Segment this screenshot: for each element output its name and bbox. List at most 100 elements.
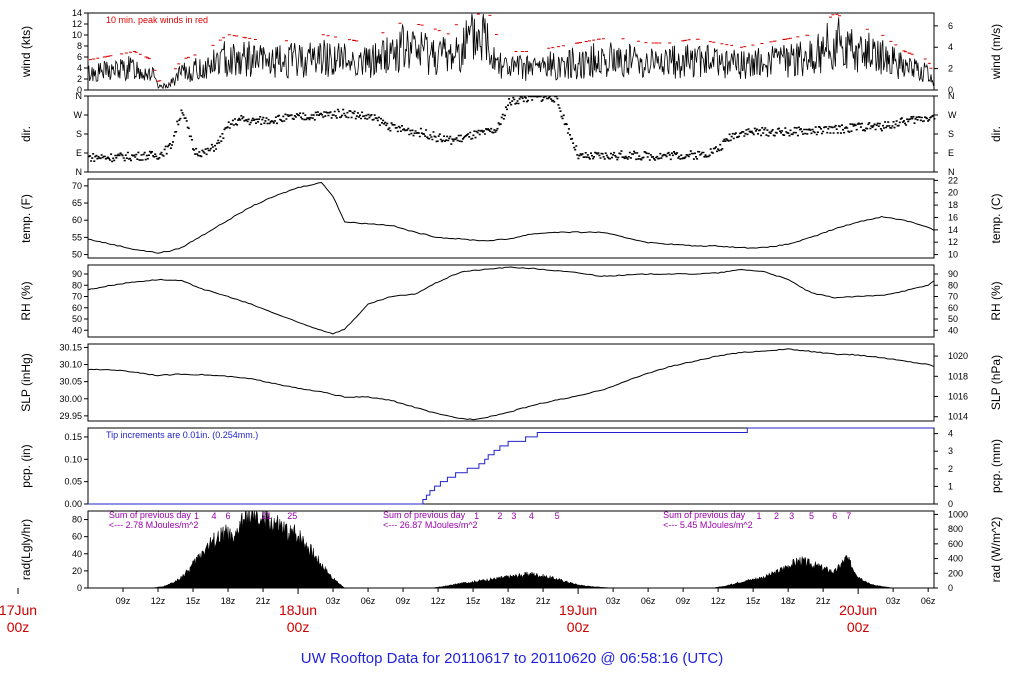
wind-right-tick-label: 2 bbox=[948, 64, 953, 74]
dir-ylabel-left: dir. bbox=[19, 126, 33, 142]
rad-hour-mark: 2 bbox=[497, 511, 502, 521]
pcp-ylabel-left: pcp. (in) bbox=[19, 444, 33, 487]
pcp-left-tick-label: 0.05 bbox=[64, 477, 82, 487]
date-label-time: 00z bbox=[567, 619, 590, 635]
slp-ylabel-left: SLP (inHg) bbox=[19, 353, 33, 411]
slp-right-tick-label: 1020 bbox=[948, 351, 968, 361]
rad-note-title: Sum of previous day bbox=[663, 510, 746, 520]
dir-right-tick-label: E bbox=[948, 148, 954, 158]
panel-slp: 29.95 30.00 30.05 30.10 30.15 1014 1016 1018 102… bbox=[19, 342, 1003, 421]
temp-series-line bbox=[87, 181, 935, 254]
temp-left-tick-label: 70 bbox=[72, 181, 82, 191]
rad-left-tick-label: 40 bbox=[72, 549, 82, 559]
wind-left-tick-label: 10 bbox=[72, 30, 82, 40]
slp-series-line bbox=[87, 348, 935, 421]
rad-left-tick-label: 0 bbox=[77, 583, 82, 593]
wind-right-tick-label: 6 bbox=[948, 21, 953, 31]
rh-right-tick-label: 60 bbox=[948, 303, 958, 313]
rh-left-tick-label: 70 bbox=[72, 292, 82, 302]
dir-right-tick-label: N bbox=[948, 91, 955, 101]
x-tick-label: 12z bbox=[151, 596, 166, 606]
dir-right-tick-label: W bbox=[948, 110, 957, 120]
pcp-left-tick-label: 0.00 bbox=[64, 499, 82, 509]
rad-right-tick-label: 1000 bbox=[948, 509, 968, 519]
rad-hour-mark: 4 bbox=[529, 511, 534, 521]
temp-right-tick-label: 20 bbox=[948, 188, 958, 198]
dir-left-tick-label: W bbox=[74, 110, 83, 120]
rh-right-tick-label: 80 bbox=[948, 280, 958, 290]
rad-hour-mark: 5 bbox=[809, 511, 814, 521]
wind-right-tick-label: 4 bbox=[948, 42, 953, 52]
temp-right-tick-label: 16 bbox=[948, 212, 958, 222]
slp-right-tick-label: 1016 bbox=[948, 391, 968, 401]
rh-ylabel-left: RH (%) bbox=[19, 281, 33, 320]
wind-frame bbox=[87, 12, 935, 91]
rh-right-tick-label: 90 bbox=[948, 269, 958, 279]
x-tick-label: 06z bbox=[361, 596, 376, 606]
rad-hour-mark: 21 bbox=[262, 511, 272, 521]
dir-left-tick-label: E bbox=[76, 148, 82, 158]
temp-right-tick-label: 22 bbox=[948, 175, 958, 185]
date-label-day: 20Jun bbox=[839, 602, 877, 618]
temp-right-tick-label: 18 bbox=[948, 200, 958, 210]
wind-left-tick-label: 12 bbox=[72, 19, 82, 29]
rad-hour-mark: 7 bbox=[846, 511, 851, 521]
rad-hour-mark: 6 bbox=[832, 511, 837, 521]
x-tick-label: 21z bbox=[256, 596, 271, 606]
wind-series-line bbox=[87, 13, 934, 90]
pcp-left-tick-label: 0.15 bbox=[64, 432, 82, 442]
x-tick-label: 15z bbox=[746, 596, 761, 606]
x-tick-label: 09z bbox=[676, 596, 691, 606]
rad-note-sum: <--- 5.45 MJoules/m^2 bbox=[663, 520, 753, 530]
rad-hour-mark: 6 bbox=[226, 511, 231, 521]
x-tick-label: 09z bbox=[396, 596, 411, 606]
wind-left-tick-label: 14 bbox=[72, 8, 82, 18]
pcp-right-tick-label: 2 bbox=[948, 464, 953, 474]
x-tick-label: 06z bbox=[641, 596, 656, 606]
rh-ylabel-right: RH (%) bbox=[989, 281, 1003, 320]
rad-hour-mark: 25 bbox=[287, 511, 297, 521]
date-label-day: 19Jun bbox=[559, 602, 597, 618]
rad-hour-mark: 3 bbox=[789, 511, 794, 521]
rad-left-tick-label: 20 bbox=[72, 566, 82, 576]
rad-note-title: Sum of previous day bbox=[109, 510, 192, 520]
rad-ylabel-right: rad (W/m^2) bbox=[989, 517, 1003, 583]
rad-hour-mark: 1 bbox=[194, 511, 199, 521]
rh-frame bbox=[87, 264, 935, 338]
temp-left-tick-label: 55 bbox=[72, 232, 82, 242]
temp-left-tick-label: 65 bbox=[72, 198, 82, 208]
rad-note-title: Sum of previous day bbox=[383, 510, 466, 520]
dir-right-tick-label: S bbox=[948, 129, 954, 139]
x-tick-label: 03z bbox=[606, 596, 621, 606]
rad-note-sum: <--- 26.87 MJoules/m^2 bbox=[383, 520, 478, 530]
x-tick-label: 12z bbox=[431, 596, 446, 606]
dir-left-tick-label: S bbox=[76, 129, 82, 139]
rh-left-tick-label: 60 bbox=[72, 303, 82, 313]
rad-series-area bbox=[88, 510, 934, 589]
rad-hour-mark: 5 bbox=[555, 511, 560, 521]
wind-peak-marks bbox=[89, 13, 933, 82]
rh-left-tick-label: 80 bbox=[72, 280, 82, 290]
slp-left-tick-label: 30.10 bbox=[59, 360, 82, 370]
rad-right-tick-label: 600 bbox=[948, 539, 963, 549]
panel-pcp: 0.00 0.05 0.10 0.15 0 1 2 3 4 pcp. (in) pcp. (mm) T… bbox=[19, 427, 1003, 509]
wind-annotation: 10 min. peak winds in red bbox=[106, 15, 208, 25]
rh-left-tick-label: 90 bbox=[72, 269, 82, 279]
pcp-right-tick-label: 3 bbox=[948, 446, 953, 456]
wind-left-tick-label: 4 bbox=[77, 63, 82, 73]
rad-left-tick-label: 60 bbox=[72, 532, 82, 542]
x-tick-label: 06z bbox=[921, 596, 936, 606]
wind-right-tick-label: 0 bbox=[948, 85, 953, 95]
rad-hour-mark: 1 bbox=[474, 511, 479, 521]
x-tick-label: 03z bbox=[886, 596, 901, 606]
pcp-annotation: Tip increments are 0.01in. (0.254mm.) bbox=[106, 430, 258, 440]
rad-right-tick-label: 800 bbox=[948, 524, 963, 534]
slp-right-tick-label: 1018 bbox=[948, 371, 968, 381]
rad-note-sum: <--- 2.78 MJoules/m^2 bbox=[109, 520, 199, 530]
rad-ylabel-left: rad(Lgly/hr) bbox=[19, 519, 33, 580]
wind-left-tick-label: 0 bbox=[77, 85, 82, 95]
x-tick-label: 21z bbox=[816, 596, 831, 606]
panel-temp: 50 55 60 65 70 10 12 14 16 18 20 22 temp. (F) temp. (… bbox=[19, 175, 1003, 259]
temp-right-tick-label: 14 bbox=[948, 225, 958, 235]
